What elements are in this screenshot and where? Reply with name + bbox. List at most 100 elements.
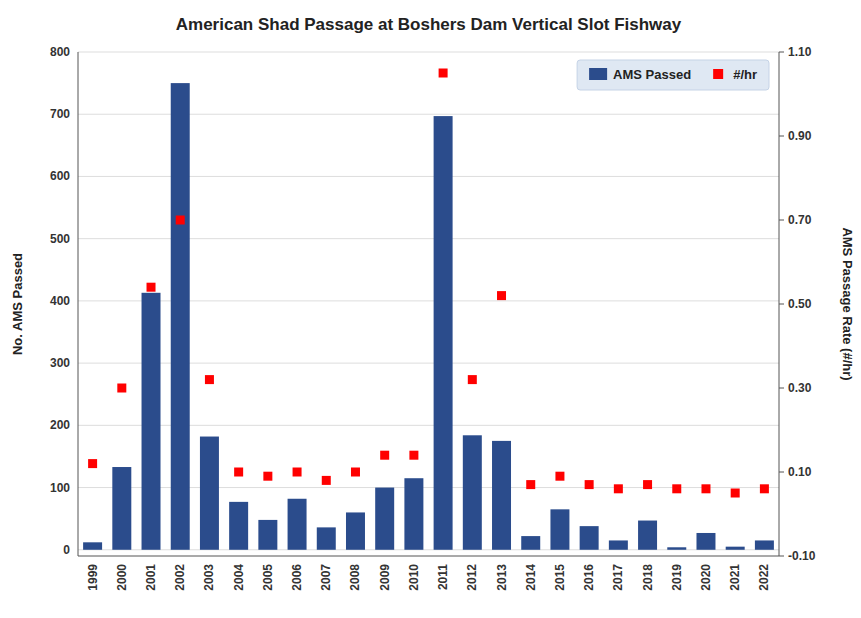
bar: [83, 542, 102, 549]
y2-tick: [779, 472, 784, 473]
y-tick-label: 100: [50, 481, 70, 495]
x-tick-label: 2002: [173, 564, 187, 591]
x-tick-label: 2014: [524, 564, 538, 591]
point: [497, 291, 506, 300]
point: [409, 451, 418, 460]
bar: [463, 435, 482, 549]
x-tick-label: 2015: [553, 564, 567, 591]
y-tick-label: 0: [63, 543, 70, 557]
x-tick-label: 2012: [465, 564, 479, 591]
y-tick-label: 200: [50, 418, 70, 432]
x-tick-label: 2000: [115, 564, 129, 591]
legend-swatch: [589, 68, 607, 80]
point: [731, 489, 740, 498]
x-tick-label: 2020: [699, 564, 713, 591]
y2-axis-label: AMS Passage Rate (#/hr): [840, 227, 855, 380]
x-tick-label: 2010: [407, 564, 421, 591]
y-tick-label: 600: [50, 169, 70, 183]
y2-tick-label: -0.10: [788, 549, 816, 563]
y2-axis-line: [779, 52, 780, 556]
x-tick-label: 1999: [86, 564, 100, 591]
chart: American Shad Passage at Boshers Dam Ver…: [0, 0, 861, 618]
bar: [317, 527, 336, 549]
point: [351, 468, 360, 477]
bar: [171, 83, 190, 550]
bar: [346, 512, 365, 549]
bar: [258, 520, 277, 550]
bar: [550, 509, 569, 549]
y2-tick: [779, 556, 784, 557]
point: [701, 484, 710, 493]
bar: [142, 293, 161, 550]
point: [439, 69, 448, 78]
point: [614, 484, 623, 493]
bar: [609, 540, 628, 549]
y2-tick: [779, 220, 784, 221]
y2-tick-label: 0.50: [788, 297, 812, 311]
grid: [78, 52, 779, 550]
point: [643, 480, 652, 489]
x-tick-label: 2003: [202, 564, 216, 591]
title: American Shad Passage at Boshers Dam Ver…: [176, 15, 682, 34]
y-tick-label: 400: [50, 294, 70, 308]
x-tick-label: 2006: [290, 564, 304, 591]
bar: [404, 478, 423, 550]
x-tick-label: 2004: [232, 564, 246, 591]
legend: AMS Passed #/hr: [577, 60, 769, 90]
bar: [200, 437, 219, 550]
legend-label: #/hr: [733, 67, 757, 82]
y2-tick: [779, 52, 784, 53]
point: [176, 216, 185, 225]
y2-tick: [779, 304, 784, 305]
y2-tick-label: 0.10: [788, 465, 812, 479]
y2-tick: [779, 388, 784, 389]
bar: [229, 502, 248, 550]
bar: [521, 536, 540, 550]
grid-line: [78, 52, 779, 53]
legend-swatch: [713, 69, 723, 79]
bar: [638, 521, 657, 550]
bar: [667, 547, 686, 549]
bar: [434, 116, 453, 550]
x-tick-label: 2008: [348, 564, 362, 591]
y-tick-label: 800: [50, 45, 70, 59]
point: [380, 451, 389, 460]
bar: [492, 441, 511, 550]
x-axis-line: [78, 556, 779, 557]
bar: [112, 467, 131, 550]
bar: [375, 488, 394, 550]
legend-item: #/hr: [713, 67, 757, 82]
y2-tick-label: 0.70: [788, 213, 812, 227]
legend-label: AMS Passed: [613, 67, 691, 82]
x-tick-label: 2001: [144, 564, 158, 591]
point: [263, 472, 272, 481]
x-tick-label: 2021: [728, 564, 742, 591]
scatter-series: [88, 69, 769, 498]
y-tick-label: 700: [50, 107, 70, 121]
bar-series: [83, 83, 774, 550]
point: [205, 375, 214, 384]
x-tick-label: 2013: [495, 564, 509, 591]
point: [526, 480, 535, 489]
x-tick-label: 2016: [582, 564, 596, 591]
bar: [696, 533, 715, 550]
y2-tick-label: 0.30: [788, 381, 812, 395]
x-tick-label: 2022: [757, 564, 771, 591]
point: [147, 283, 156, 292]
bar: [726, 547, 745, 550]
x-tick-label: 2005: [261, 564, 275, 591]
x-tick-label: 2019: [670, 564, 684, 591]
y2-tick-label: 1.10: [788, 45, 812, 59]
background: [0, 0, 861, 618]
y2-tick-label: 0.90: [788, 129, 812, 143]
y-axis-line: [78, 52, 79, 556]
point: [322, 476, 331, 485]
point: [234, 468, 243, 477]
point: [293, 468, 302, 477]
marks: [83, 69, 774, 550]
legend-box: [577, 60, 769, 90]
point: [672, 484, 681, 493]
point: [760, 484, 769, 493]
y-tick-label: 500: [50, 232, 70, 246]
bar: [580, 526, 599, 550]
